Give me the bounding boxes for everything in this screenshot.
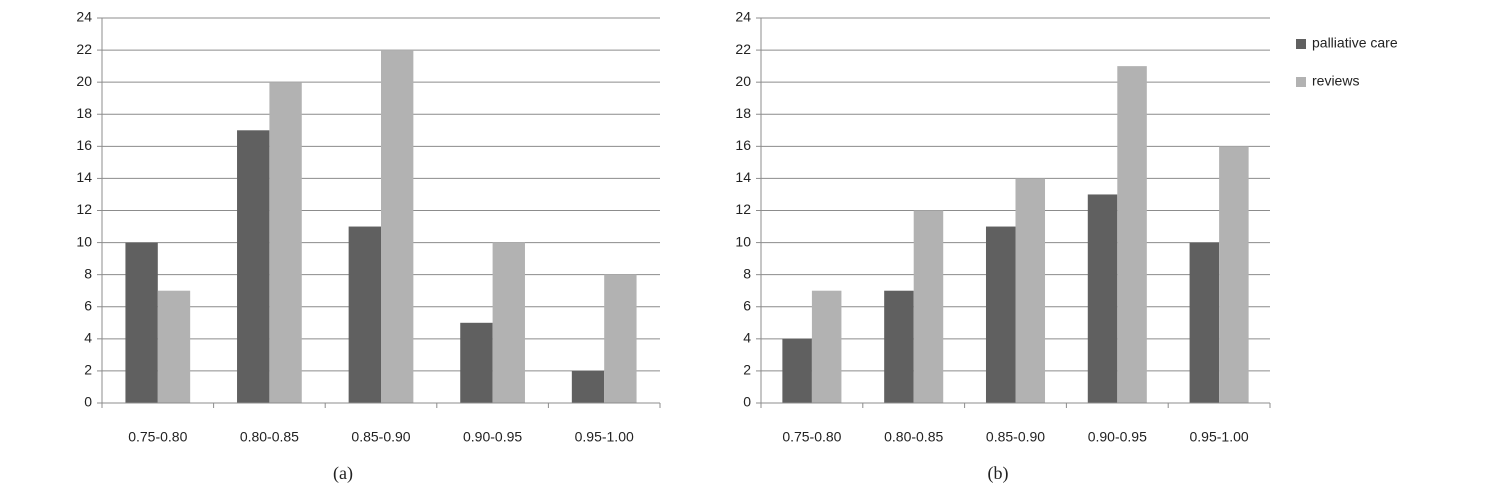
x-tick-label: 0.85-0.90 — [986, 429, 1045, 445]
bar — [985, 226, 1016, 403]
x-tick-label: 0.90-0.95 — [463, 429, 522, 445]
y-tick-label: 12 — [76, 201, 92, 217]
y-tick-label: 18 — [76, 105, 92, 121]
x-tick-label: 0.95-1.00 — [1190, 429, 1249, 445]
y-tick-label: 16 — [735, 137, 751, 153]
y-tick-label: 22 — [76, 41, 92, 57]
bar — [811, 290, 842, 403]
x-tick-label: 0.80-0.85 — [884, 429, 943, 445]
y-tick-label: 22 — [735, 41, 751, 57]
legend-swatch — [1296, 39, 1306, 49]
bar — [492, 242, 525, 403]
bar — [381, 50, 414, 403]
y-tick-label: 8 — [743, 265, 751, 281]
y-tick-label: 8 — [84, 265, 92, 281]
bar — [1117, 66, 1147, 403]
x-tick-label: 0.90-0.95 — [1088, 429, 1147, 445]
y-tick-label: 24 — [76, 9, 92, 25]
legend-label: reviews — [1312, 73, 1359, 89]
bar — [1219, 146, 1249, 404]
bar — [1015, 178, 1046, 403]
y-tick-label: 10 — [735, 233, 751, 249]
y-tick-label: 2 — [743, 362, 751, 378]
bar — [1087, 194, 1118, 403]
y-tick-label: 10 — [76, 233, 92, 249]
bar — [348, 226, 381, 403]
y-tick-label: 14 — [735, 169, 751, 185]
y-tick-label: 2 — [84, 362, 92, 378]
bar — [157, 290, 191, 403]
y-tick-label: 24 — [735, 9, 751, 25]
y-tick-label: 14 — [76, 169, 92, 185]
bar — [125, 242, 158, 403]
x-tick-label: 0.75-0.80 — [782, 429, 841, 445]
y-tick-label: 4 — [84, 330, 92, 346]
legend-swatch — [1296, 77, 1306, 87]
legend-label: palliative care — [1312, 35, 1398, 51]
y-tick-label: 6 — [84, 297, 92, 313]
x-tick-label: 0.85-0.90 — [351, 429, 410, 445]
bar — [460, 322, 493, 403]
caption: (a) — [333, 463, 353, 484]
bar — [884, 290, 914, 403]
y-tick-label: 20 — [76, 73, 92, 89]
y-tick-label: 0 — [84, 394, 92, 410]
caption: (b) — [988, 463, 1009, 484]
x-tick-label: 0.95-1.00 — [575, 429, 634, 445]
bar — [1189, 242, 1220, 403]
y-tick-label: 12 — [735, 201, 751, 217]
bar — [604, 274, 637, 403]
y-tick-label: 6 — [743, 297, 751, 313]
bar — [269, 82, 302, 404]
y-tick-label: 0 — [743, 394, 751, 410]
bar — [237, 130, 270, 403]
x-tick-label: 0.80-0.85 — [240, 429, 299, 445]
bar — [782, 338, 812, 403]
bar — [913, 210, 944, 403]
y-tick-label: 16 — [76, 137, 92, 153]
y-tick-label: 18 — [735, 105, 751, 121]
bar — [571, 370, 605, 403]
y-tick-label: 20 — [735, 73, 751, 89]
x-tick-label: 0.75-0.80 — [128, 429, 187, 445]
y-tick-label: 4 — [743, 330, 751, 346]
